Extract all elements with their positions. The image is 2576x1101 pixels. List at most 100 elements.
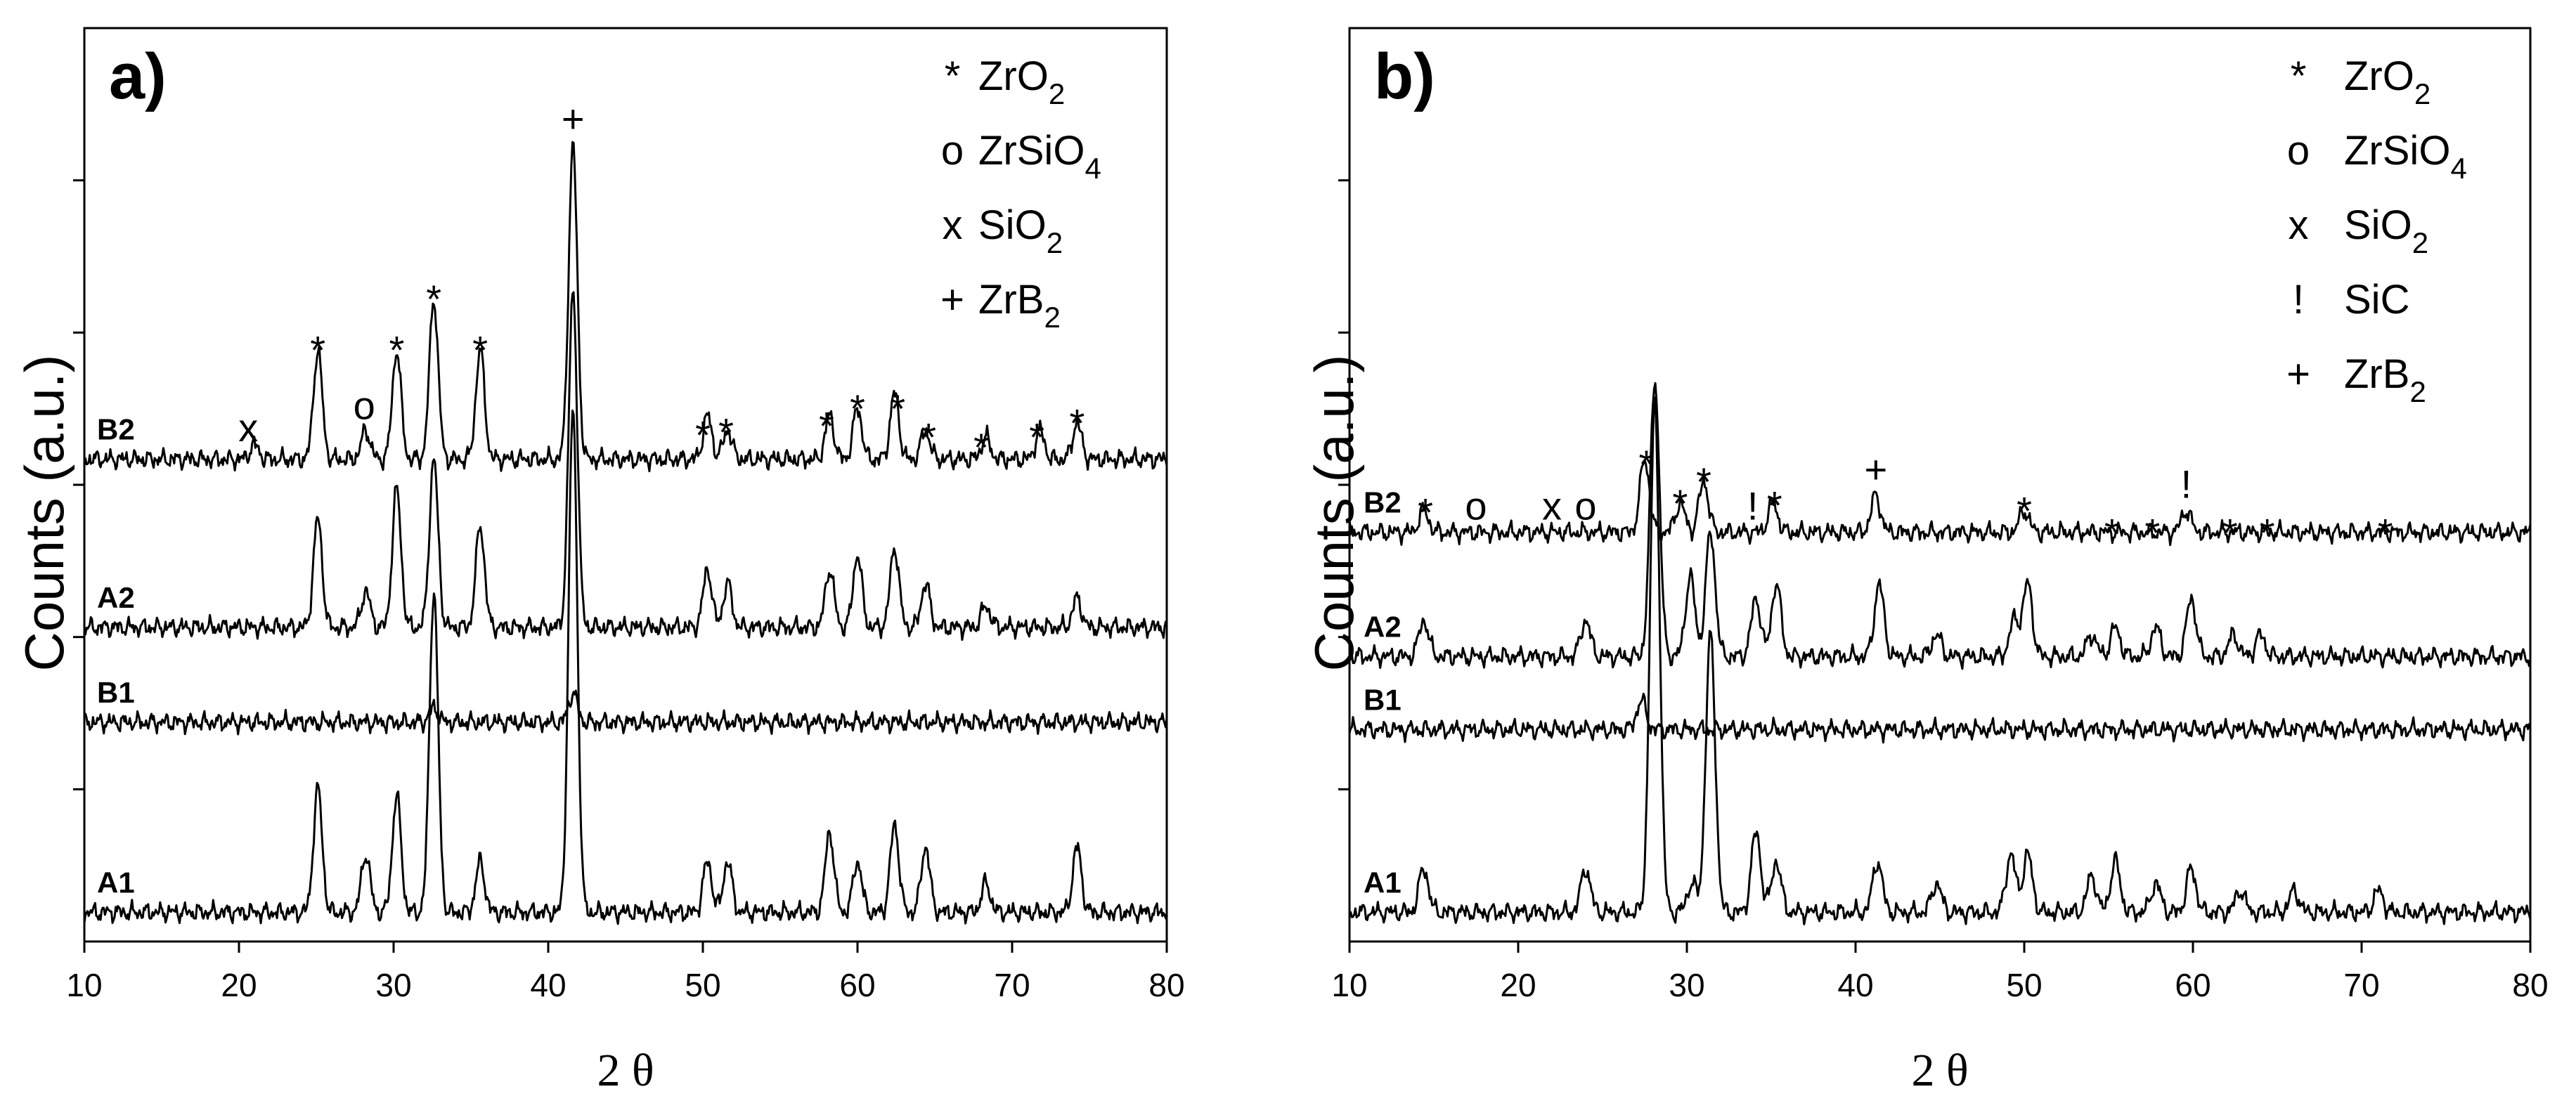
peak-marker: x: [1542, 484, 1562, 528]
peak-marker: *: [2378, 511, 2393, 555]
series-line-a1: [83, 409, 1168, 925]
x-tick-label: 60: [2175, 967, 2211, 1003]
peak-marker: !: [1747, 484, 1759, 528]
chart-panel-a: 10 20 30 40 50 60 70 80 2 θ Counts (a.u.) a) A1 B1 A2…: [13, 27, 1185, 1096]
legend-entry: ZrB2: [2344, 351, 2426, 408]
peak-marker: x: [238, 405, 258, 450]
legend-name: ZrO: [2344, 53, 2414, 99]
legend-entry: ZrB2: [978, 277, 1061, 334]
legend-subscript: 2: [1044, 301, 1060, 334]
legend-entry: ZrO2: [2344, 53, 2431, 110]
series-line-b2: [1348, 459, 2532, 547]
series-label: A1: [97, 866, 135, 899]
series-label: A2: [97, 581, 135, 614]
peak-marker: *: [850, 386, 865, 431]
legend-symbol: x: [943, 202, 963, 248]
peak-marker: *: [2145, 511, 2161, 555]
peak-marker: *: [890, 386, 905, 431]
legend-subscript: 2: [2414, 77, 2431, 110]
legend-entry: ZrSiO4: [2344, 128, 2467, 185]
peak-marker: !: [2181, 462, 2192, 506]
legend-subscript: 2: [2409, 375, 2426, 408]
series-label: B1: [1364, 683, 1402, 716]
series-line-a2: [1348, 382, 2532, 670]
legend-subscript: 2: [1049, 77, 1065, 110]
legend-entry: SiO2: [978, 202, 1063, 259]
legend-symbol: +: [940, 277, 964, 323]
x-tick-label: 60: [839, 967, 875, 1003]
legend-symbol: !: [2293, 277, 2304, 323]
peak-marker: *: [472, 328, 488, 372]
peak-marker: *: [2222, 511, 2238, 555]
panel-label: b): [1374, 41, 1435, 112]
legend-name: ZrSiO: [2344, 128, 2450, 174]
x-tick-label: 20: [1500, 967, 1536, 1003]
peak-marker: *: [310, 328, 325, 372]
peak-marker: *: [1767, 483, 1782, 528]
peak-marker: o: [1574, 484, 1596, 528]
y-axis-label: Counts (a.u.): [1303, 355, 1365, 672]
x-tick-label: 50: [2006, 967, 2042, 1003]
legend-symbol: o: [941, 128, 964, 174]
peak-marker: *: [2260, 511, 2275, 555]
peak-marker: *: [1418, 490, 1433, 534]
legend-name: SiO: [2344, 202, 2412, 248]
peak-marker: *: [973, 425, 989, 469]
legend-subscript: 2: [1047, 226, 1063, 259]
series-line-b1: [84, 689, 1168, 736]
legend-symbol: x: [2289, 202, 2309, 248]
peak-marker: *: [2104, 511, 2120, 555]
series-label: B1: [97, 676, 135, 709]
legend-entry: SiC: [2344, 277, 2409, 323]
legend-name: ZrO: [978, 53, 1049, 99]
legend-symbol: *: [945, 53, 961, 99]
x-tick-label: 10: [66, 967, 102, 1003]
legend-name: ZrB: [2344, 351, 2409, 397]
peak-marker: *: [1673, 481, 1688, 526]
legend-subscript: 4: [1085, 152, 1101, 185]
legend-symbol: +: [2286, 351, 2310, 397]
peak-marker: *: [426, 277, 441, 321]
x-axis-label: 2 θ: [597, 1045, 654, 1096]
series-label: A1: [1364, 866, 1402, 899]
peak-marker: *: [921, 415, 936, 459]
peak-marker: o: [1465, 484, 1487, 528]
series-line-a2: [83, 291, 1167, 641]
peak-marker: *: [1029, 415, 1044, 459]
series-line-a1: [1349, 396, 2532, 925]
legend-entry: SiO2: [2344, 202, 2428, 259]
peak-marker: *: [1696, 460, 1711, 504]
x-tick-label: 70: [994, 967, 1030, 1003]
x-tick-label: 30: [375, 967, 411, 1003]
series-label: A2: [1364, 610, 1402, 643]
peak-marker: *: [695, 412, 711, 457]
legend-subscript: 4: [2450, 152, 2466, 185]
peak-marker: *: [718, 410, 734, 455]
peak-marker: *: [1639, 442, 1655, 486]
series-line-b2: [84, 141, 1168, 473]
panel-label: a): [109, 41, 167, 112]
peak-marker: +: [562, 96, 585, 141]
x-tick-label: 20: [221, 967, 257, 1003]
legend-entry: ZrSiO4: [978, 128, 1101, 185]
peak-marker: *: [2017, 488, 2032, 533]
peak-marker: *: [1070, 401, 1085, 445]
legend-name: ZrB: [978, 277, 1044, 323]
legend-symbol: o: [2287, 128, 2310, 174]
peak-marker: +: [1864, 448, 1887, 492]
legend-name: ZrSiO: [978, 128, 1085, 174]
legend-symbol: *: [2291, 53, 2307, 99]
legend-name: SiO: [978, 202, 1047, 248]
chart-panel-b: 10 20 30 40 50 60 70 80 2 θ Counts (a.u.) b) A1 B1 A2…: [1303, 27, 2549, 1096]
series-label: B2: [1364, 486, 1402, 519]
peak-marker: *: [389, 328, 405, 372]
x-tick-label: 40: [530, 967, 566, 1003]
legend-name: SiC: [2344, 277, 2409, 323]
x-tick-label: 40: [1837, 967, 1873, 1003]
x-tick-label: 30: [1669, 967, 1704, 1003]
x-tick-label: 80: [1148, 967, 1184, 1003]
x-tick-label: 80: [2512, 967, 2548, 1003]
